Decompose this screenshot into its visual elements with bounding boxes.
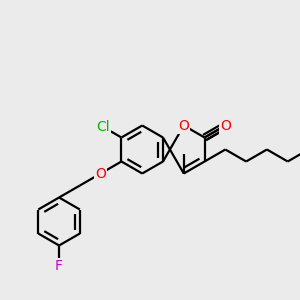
Text: F: F — [55, 259, 63, 273]
Text: Cl: Cl — [96, 120, 110, 134]
Text: O: O — [178, 118, 189, 133]
Text: O: O — [220, 118, 231, 133]
Text: O: O — [95, 167, 106, 181]
